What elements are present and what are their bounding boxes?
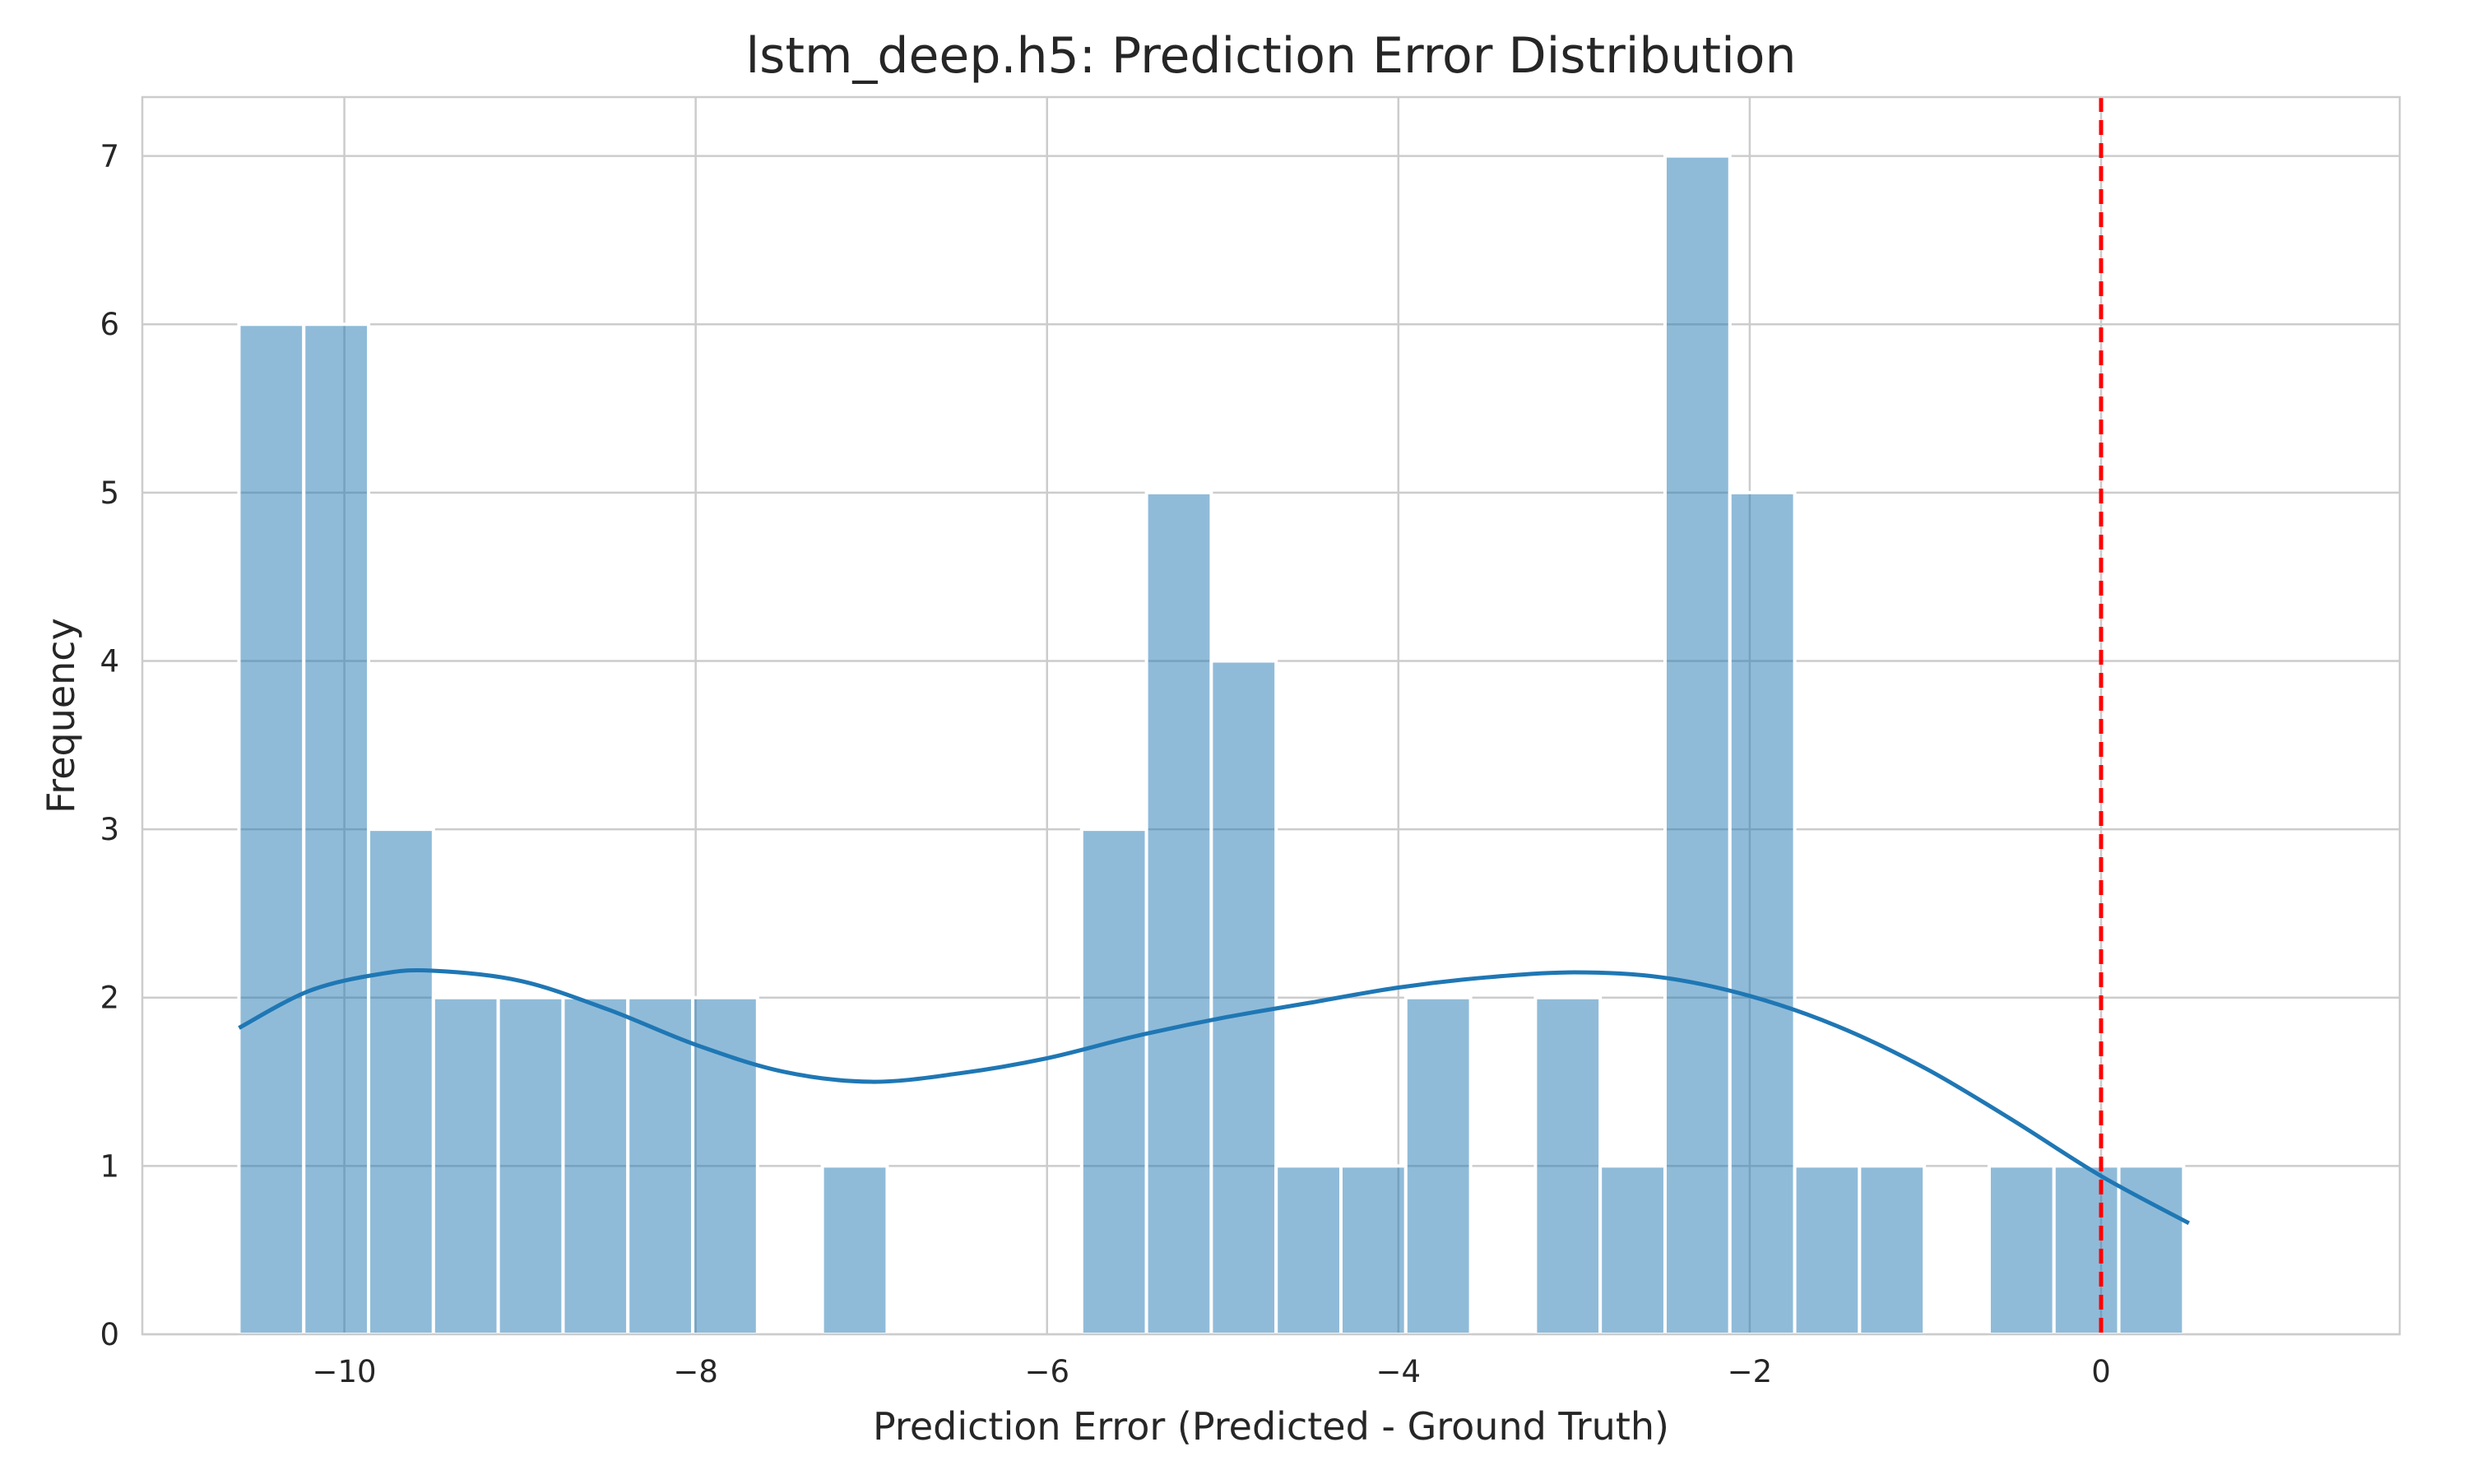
histogram-bar	[2117, 1164, 2186, 1336]
histogram-bar	[1338, 1164, 1408, 1336]
y-tick-labels: 0 1 2 3 4 5 6 7	[100, 139, 119, 1352]
grid	[142, 97, 2400, 1336]
x-tick-labels: −10 −8 −6 −4 −2 0	[313, 1354, 2111, 1389]
y-axis-label: Frequency	[39, 618, 83, 814]
histogram-bar	[561, 995, 630, 1336]
y-tick-label: 4	[100, 643, 119, 679]
histogram-bar	[1858, 1164, 1927, 1336]
x-axis-label: Prediction Error (Predicted - Ground Tru…	[873, 1404, 1669, 1449]
histogram-bar	[2052, 1164, 2121, 1336]
y-tick-label: 2	[100, 981, 119, 1016]
y-tick-label: 6	[100, 307, 119, 342]
y-tick-label: 7	[100, 139, 119, 174]
histogram-bar	[1793, 1164, 1862, 1336]
x-tick-label: −6	[1024, 1354, 1069, 1389]
x-tick-label: 0	[2091, 1354, 2111, 1389]
histogram-bar	[820, 1164, 889, 1336]
x-tick-label: −10	[313, 1354, 377, 1389]
kde-curve	[238, 968, 2190, 1226]
kde-curve-group	[238, 968, 2190, 1226]
histogram-bar	[1663, 154, 1732, 1337]
histogram-bar	[1598, 1164, 1667, 1336]
y-tick-label: 0	[100, 1317, 119, 1352]
histogram-bar	[1533, 995, 1603, 1336]
histogram-bar	[1209, 659, 1278, 1336]
histogram-bars	[237, 154, 2186, 1337]
histogram-bar	[496, 995, 565, 1336]
histogram-bar	[302, 322, 371, 1337]
x-tick-label: −8	[673, 1354, 718, 1389]
histogram-bar	[237, 322, 306, 1337]
y-tick-label: 1	[100, 1148, 119, 1184]
histogram-bar	[626, 995, 695, 1336]
x-tick-label: −4	[1376, 1354, 1422, 1389]
histogram-bar	[431, 995, 500, 1336]
histogram-bar	[1079, 828, 1148, 1336]
chart-title: lstm_deep.h5: Prediction Error Distribut…	[746, 27, 1797, 85]
y-tick-label: 3	[100, 812, 119, 847]
x-tick-label: −2	[1728, 1354, 1773, 1389]
histogram-bar	[1274, 1164, 1343, 1336]
histogram-bar	[1728, 490, 1797, 1336]
histogram-bar	[1144, 490, 1213, 1336]
plot-frame	[141, 95, 2401, 1336]
histogram-bar	[1987, 1164, 2056, 1336]
y-tick-label: 5	[100, 475, 119, 511]
histogram-bar	[367, 828, 435, 1336]
histogram-bar	[1403, 995, 1473, 1336]
